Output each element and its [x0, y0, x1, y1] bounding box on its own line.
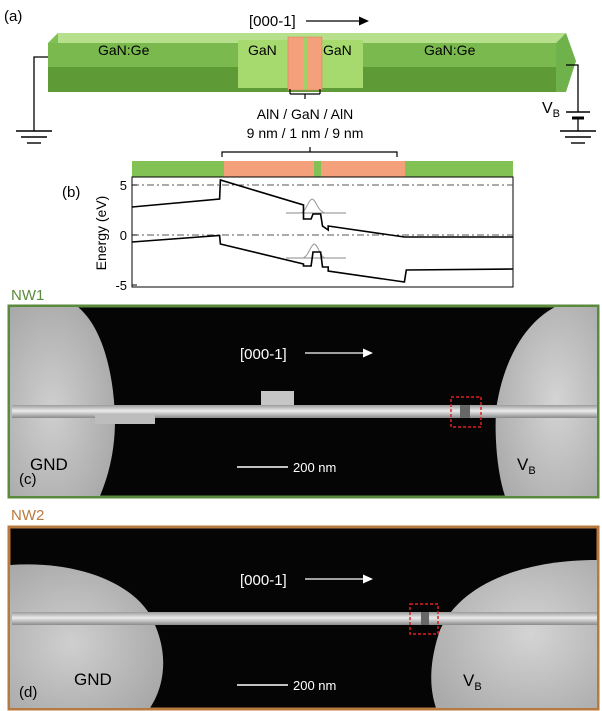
- gnd-electrode-d: [10, 564, 164, 708]
- gan-segment-left: [238, 40, 290, 88]
- segment-label-ganage-left: GaN:Ge: [98, 42, 150, 58]
- layer-gan-well: [314, 161, 321, 177]
- nanowire-schematic: [48, 33, 576, 92]
- nw1-header: NW1: [11, 287, 44, 304]
- direction-label-a: [000-1]: [249, 13, 296, 30]
- gan-well: [303, 37, 307, 90]
- panel-d-label: (d): [19, 684, 37, 701]
- particle-on-wire: [261, 391, 294, 405]
- bias-label-c: VB: [517, 455, 536, 477]
- panel-c-label: (c): [19, 471, 37, 488]
- direction-label-d: [000-1]: [240, 572, 287, 589]
- conduction-band-line: [131, 178, 513, 238]
- layer-bar: [132, 161, 513, 177]
- layer-aln-right: [321, 161, 405, 177]
- gnd-label-d: GND: [74, 670, 112, 689]
- panel-c: NW1 [000-1] GND VB 200 nm (c): [7, 287, 600, 499]
- panel-b: (b) 5 0 -5 Energy (eV): [62, 147, 514, 293]
- wire-end-cap: [556, 33, 576, 92]
- heterostructure-marker-d: [409, 603, 439, 635]
- aln-barrier-right: [307, 37, 322, 90]
- nw2-header: NW2: [11, 507, 44, 524]
- valence-band-line: [131, 234, 514, 283]
- direction-label-c: [000-1]: [240, 346, 287, 363]
- thickness-label: 9 nm / 1 nm / 9 nm: [247, 125, 364, 141]
- layer-gan-ge-left: [132, 161, 224, 177]
- direction-arrow-a: [306, 16, 369, 26]
- ytick-0: 0: [120, 228, 127, 243]
- segment-label-ganage-right: GaN:Ge: [424, 42, 476, 58]
- layer-gan-ge-right: [405, 161, 513, 177]
- heterostructure-bracket: [289, 89, 321, 99]
- nanowire-fragment: [95, 415, 155, 424]
- heterostructure-label: AlN / GaN / AlN: [257, 106, 353, 122]
- bias-electrode-c: [495, 307, 597, 496]
- y-axis-title: Energy (eV): [93, 196, 109, 271]
- segment-label-gan-right: GaN: [323, 42, 352, 58]
- plot-frame: [131, 176, 514, 288]
- ytick-minus-5: -5: [115, 278, 127, 293]
- band-diagram: 5 0 -5 Energy (eV): [93, 176, 514, 293]
- layer-aln-left: [224, 161, 314, 177]
- segment-label-gan-left: GaN: [248, 42, 277, 58]
- nanowire-nw2: [12, 612, 597, 625]
- gnd-electrode-c: [10, 307, 115, 496]
- direction-arrow-c: [305, 348, 373, 358]
- heterostructure-marker-c: [450, 396, 482, 428]
- ytick-5: 5: [120, 178, 127, 193]
- direction-arrow-d: [305, 574, 373, 584]
- ground-symbol-left: [16, 56, 52, 144]
- panel-b-label: (b): [62, 184, 80, 201]
- scale-label-d: 200 nm: [293, 678, 336, 693]
- panel-a-label: (a): [4, 8, 22, 25]
- electron-wavefunction: [299, 198, 327, 214]
- scale-label-c: 200 nm: [293, 460, 336, 475]
- aln-barrier-left: [288, 37, 303, 90]
- gan-segment-right: [321, 40, 363, 88]
- bias-source: [560, 64, 596, 144]
- gnd-label-c: GND: [30, 455, 68, 474]
- bias-electrode-d: [431, 560, 597, 708]
- panel-d: NW2 [000-1] GND VB 200 nm (d): [7, 507, 600, 711]
- panel-a: (a) [000-1] GaN:Ge GaN GaN GaN:Ge: [4, 8, 596, 144]
- layer-legend-bracket: [221, 147, 398, 157]
- bias-label-d: VB: [463, 671, 482, 693]
- bias-label-a: VB: [542, 100, 560, 120]
